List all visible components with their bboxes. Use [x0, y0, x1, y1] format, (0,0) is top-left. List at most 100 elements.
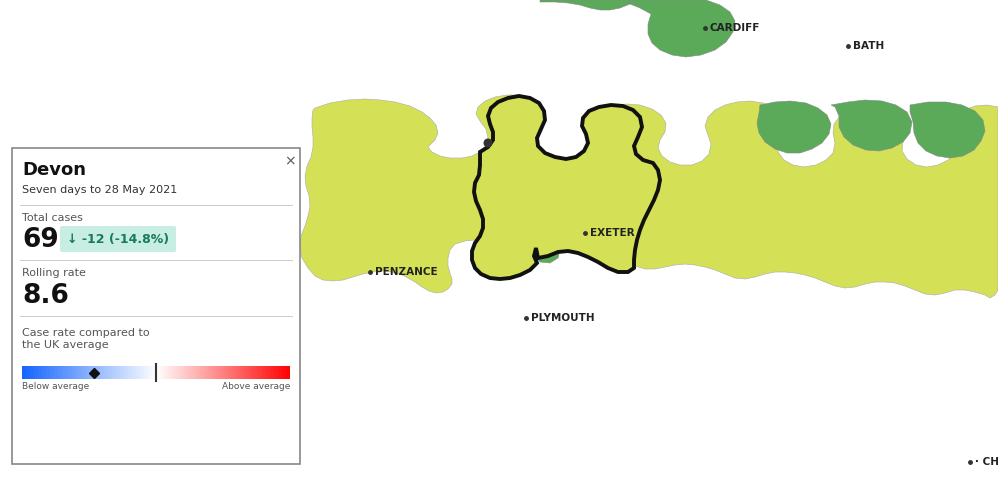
Bar — [272, 366, 274, 379]
Bar — [283, 366, 285, 379]
Polygon shape — [831, 100, 912, 151]
Polygon shape — [300, 95, 998, 298]
Bar — [76, 366, 78, 379]
Bar — [225, 366, 227, 379]
Bar — [46, 366, 48, 379]
Bar — [91, 366, 92, 379]
Bar — [30, 366, 32, 379]
Bar — [95, 366, 96, 379]
Bar — [269, 366, 271, 379]
Bar — [218, 366, 220, 379]
Bar — [53, 366, 55, 379]
Bar — [199, 366, 201, 379]
Bar — [117, 366, 119, 379]
Polygon shape — [910, 102, 985, 158]
Bar — [41, 366, 43, 379]
Bar — [198, 366, 200, 379]
Bar — [195, 366, 197, 379]
Bar — [249, 366, 250, 379]
Bar — [45, 366, 47, 379]
Bar — [64, 366, 66, 379]
Bar — [127, 366, 129, 379]
Polygon shape — [540, 0, 630, 10]
Bar — [186, 366, 188, 379]
Bar — [253, 366, 255, 379]
Bar — [210, 366, 212, 379]
Bar — [222, 366, 224, 379]
Text: Below average: Below average — [22, 382, 89, 391]
Bar — [215, 366, 217, 379]
Bar — [257, 366, 259, 379]
Bar — [251, 366, 252, 379]
Bar — [62, 366, 64, 379]
Bar — [172, 366, 174, 379]
Bar — [194, 366, 196, 379]
Bar — [260, 366, 262, 379]
Bar — [68, 366, 70, 379]
Bar — [44, 366, 45, 379]
Bar — [26, 366, 28, 379]
Bar — [113, 366, 115, 379]
Bar — [286, 366, 287, 379]
Bar — [22, 366, 24, 379]
Bar — [191, 366, 193, 379]
Bar — [158, 366, 159, 379]
Bar — [230, 366, 232, 379]
Bar — [136, 366, 138, 379]
Bar — [100, 366, 102, 379]
Bar — [147, 366, 149, 379]
Polygon shape — [534, 244, 560, 263]
Bar — [170, 366, 172, 379]
Text: EXETER: EXETER — [590, 228, 635, 238]
Bar — [60, 366, 61, 379]
Bar — [29, 366, 31, 379]
Bar — [34, 366, 36, 379]
Text: PLYMOUTH: PLYMOUTH — [531, 313, 595, 323]
Bar — [264, 366, 266, 379]
Bar — [248, 366, 249, 379]
Bar — [159, 366, 161, 379]
Bar — [115, 366, 117, 379]
Bar — [197, 366, 198, 379]
Bar — [211, 366, 213, 379]
Bar — [250, 366, 251, 379]
Bar — [148, 366, 150, 379]
Bar — [201, 366, 202, 379]
Bar — [135, 366, 137, 379]
Bar — [271, 366, 273, 379]
Bar — [124, 366, 126, 379]
Bar — [133, 366, 135, 379]
Bar — [244, 366, 245, 379]
Bar — [168, 366, 170, 379]
Bar — [282, 366, 283, 379]
Bar — [187, 366, 189, 379]
Bar — [70, 366, 72, 379]
Bar — [233, 366, 235, 379]
Bar — [252, 366, 254, 379]
Bar — [221, 366, 223, 379]
Bar — [154, 366, 155, 379]
Bar — [31, 366, 33, 379]
Bar — [50, 366, 52, 379]
Bar — [33, 366, 35, 379]
Bar — [56, 366, 57, 379]
Bar — [279, 366, 281, 379]
Bar — [109, 366, 111, 379]
Bar — [107, 366, 108, 379]
Bar — [263, 366, 265, 379]
Bar — [256, 366, 258, 379]
Bar — [89, 366, 91, 379]
Bar — [206, 366, 208, 379]
Bar — [42, 366, 44, 379]
Text: 69: 69 — [22, 227, 59, 253]
Bar — [236, 366, 237, 379]
Bar — [232, 366, 233, 379]
Bar — [151, 366, 153, 379]
Polygon shape — [630, 0, 735, 57]
FancyBboxPatch shape — [12, 148, 300, 464]
Bar — [164, 366, 166, 379]
Bar — [178, 366, 180, 379]
Bar — [84, 366, 86, 379]
Bar — [73, 366, 75, 379]
Bar — [27, 366, 29, 379]
